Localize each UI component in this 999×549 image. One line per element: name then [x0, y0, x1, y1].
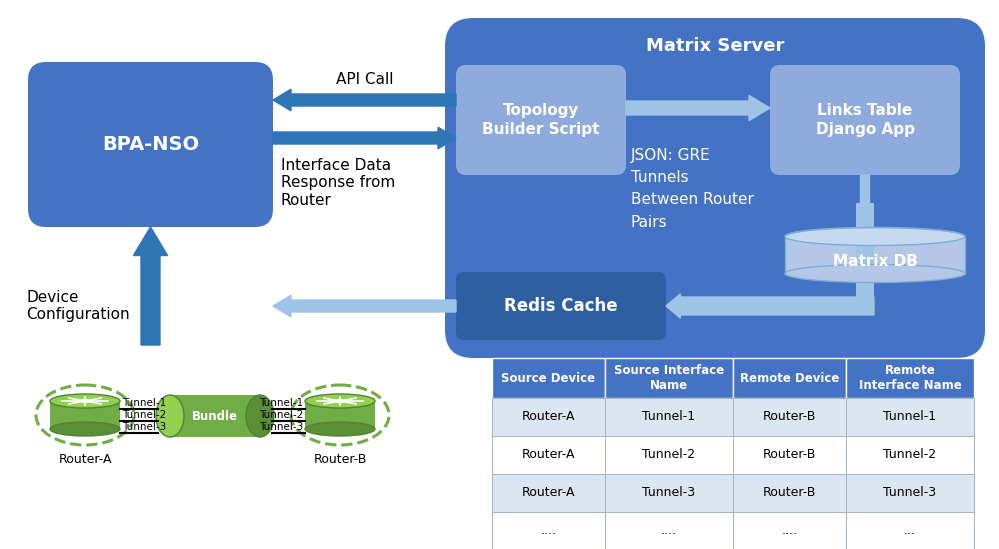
Ellipse shape	[785, 227, 965, 245]
Bar	[492, 512, 605, 549]
Text: Router-B: Router-B	[763, 486, 816, 500]
Bar	[733, 436, 846, 474]
Ellipse shape	[156, 395, 184, 437]
Text: Tunnel-1: Tunnel-1	[259, 398, 303, 408]
Text: ....: ....	[661, 524, 677, 537]
FancyBboxPatch shape	[456, 272, 666, 340]
Text: Topology
Builder Script: Topology Builder Script	[483, 103, 599, 137]
Text: Remote Device: Remote Device	[740, 372, 839, 384]
Bar	[492, 398, 605, 436]
Bar	[846, 474, 974, 512]
Bar	[733, 398, 846, 436]
Text: ....: ....	[540, 524, 556, 537]
FancyBboxPatch shape	[770, 65, 960, 175]
Bar	[605, 398, 733, 436]
Ellipse shape	[305, 422, 375, 436]
Text: ....: ....	[781, 524, 797, 537]
Text: Source Device: Source Device	[501, 372, 595, 384]
Bar	[170, 395, 260, 437]
FancyBboxPatch shape	[445, 18, 985, 358]
Text: Tunnel-3: Tunnel-3	[642, 486, 695, 500]
Polygon shape	[666, 294, 874, 318]
Polygon shape	[273, 127, 456, 149]
Text: Links Table
Django App: Links Table Django App	[815, 103, 914, 137]
Text: Router-A: Router-A	[521, 411, 575, 423]
Text: Redis Cache: Redis Cache	[504, 297, 617, 315]
Polygon shape	[857, 175, 873, 237]
Bar	[492, 358, 605, 398]
Text: API Call: API Call	[336, 72, 394, 87]
Bar	[846, 358, 974, 398]
Bar	[50, 401, 120, 429]
Text: Tunnel-3: Tunnel-3	[122, 422, 166, 432]
Text: Tunnel-2: Tunnel-2	[883, 449, 937, 462]
Text: Router-B: Router-B	[314, 453, 367, 466]
Text: Source Interface
Name: Source Interface Name	[613, 364, 724, 392]
Bar	[605, 512, 733, 549]
Bar	[605, 358, 733, 398]
Text: Tunnel-2: Tunnel-2	[642, 449, 695, 462]
Polygon shape	[273, 89, 456, 111]
Text: Interface Data
Response from
Router: Interface Data Response from Router	[281, 158, 396, 208]
Text: Tunnel-3: Tunnel-3	[259, 422, 303, 432]
Text: Matrix Server: Matrix Server	[645, 37, 784, 55]
Text: Device
Configuration: Device Configuration	[26, 290, 130, 322]
Text: Tunnel-1: Tunnel-1	[642, 411, 695, 423]
Text: JSON: GRE
Tunnels
Between Router
Pairs: JSON: GRE Tunnels Between Router Pairs	[631, 148, 754, 229]
Text: Tunnel-2: Tunnel-2	[259, 410, 303, 420]
Ellipse shape	[246, 395, 274, 437]
FancyBboxPatch shape	[456, 65, 626, 175]
Text: Router-A: Router-A	[521, 449, 575, 462]
Ellipse shape	[50, 394, 120, 408]
Text: Router-A: Router-A	[58, 453, 112, 466]
Bar	[605, 436, 733, 474]
Bar	[846, 436, 974, 474]
FancyBboxPatch shape	[28, 62, 273, 227]
Text: Matrix DB: Matrix DB	[832, 254, 917, 268]
Polygon shape	[273, 295, 456, 317]
Bar	[733, 358, 846, 398]
Bar	[605, 474, 733, 512]
Bar	[856, 203, 874, 306]
Bar	[305, 401, 375, 429]
Bar	[846, 398, 974, 436]
Ellipse shape	[50, 422, 120, 436]
Text: Router-A: Router-A	[521, 486, 575, 500]
Polygon shape	[626, 96, 770, 121]
Ellipse shape	[81, 399, 89, 403]
Bar	[689, 297, 856, 315]
Bar	[785, 237, 965, 273]
Text: BPA-NSO: BPA-NSO	[102, 135, 199, 154]
Text: Router-B: Router-B	[763, 449, 816, 462]
Text: Tunnel-1: Tunnel-1	[122, 398, 166, 408]
Text: Router-B: Router-B	[763, 411, 816, 423]
Ellipse shape	[305, 394, 375, 408]
Text: Tunnel-1: Tunnel-1	[883, 411, 937, 423]
Polygon shape	[134, 227, 168, 345]
Bar	[733, 512, 846, 549]
Bar	[846, 512, 974, 549]
Ellipse shape	[336, 399, 344, 403]
Text: Tunnel-2: Tunnel-2	[122, 410, 166, 420]
Bar	[492, 436, 605, 474]
Ellipse shape	[785, 265, 965, 283]
Text: Tunnel-3: Tunnel-3	[883, 486, 937, 500]
Text: Remote
Interface Name: Remote Interface Name	[858, 364, 961, 392]
Bar	[492, 474, 605, 512]
Bar	[733, 474, 846, 512]
Text: Bundle: Bundle	[192, 410, 238, 423]
Text: ...: ...	[904, 524, 916, 537]
